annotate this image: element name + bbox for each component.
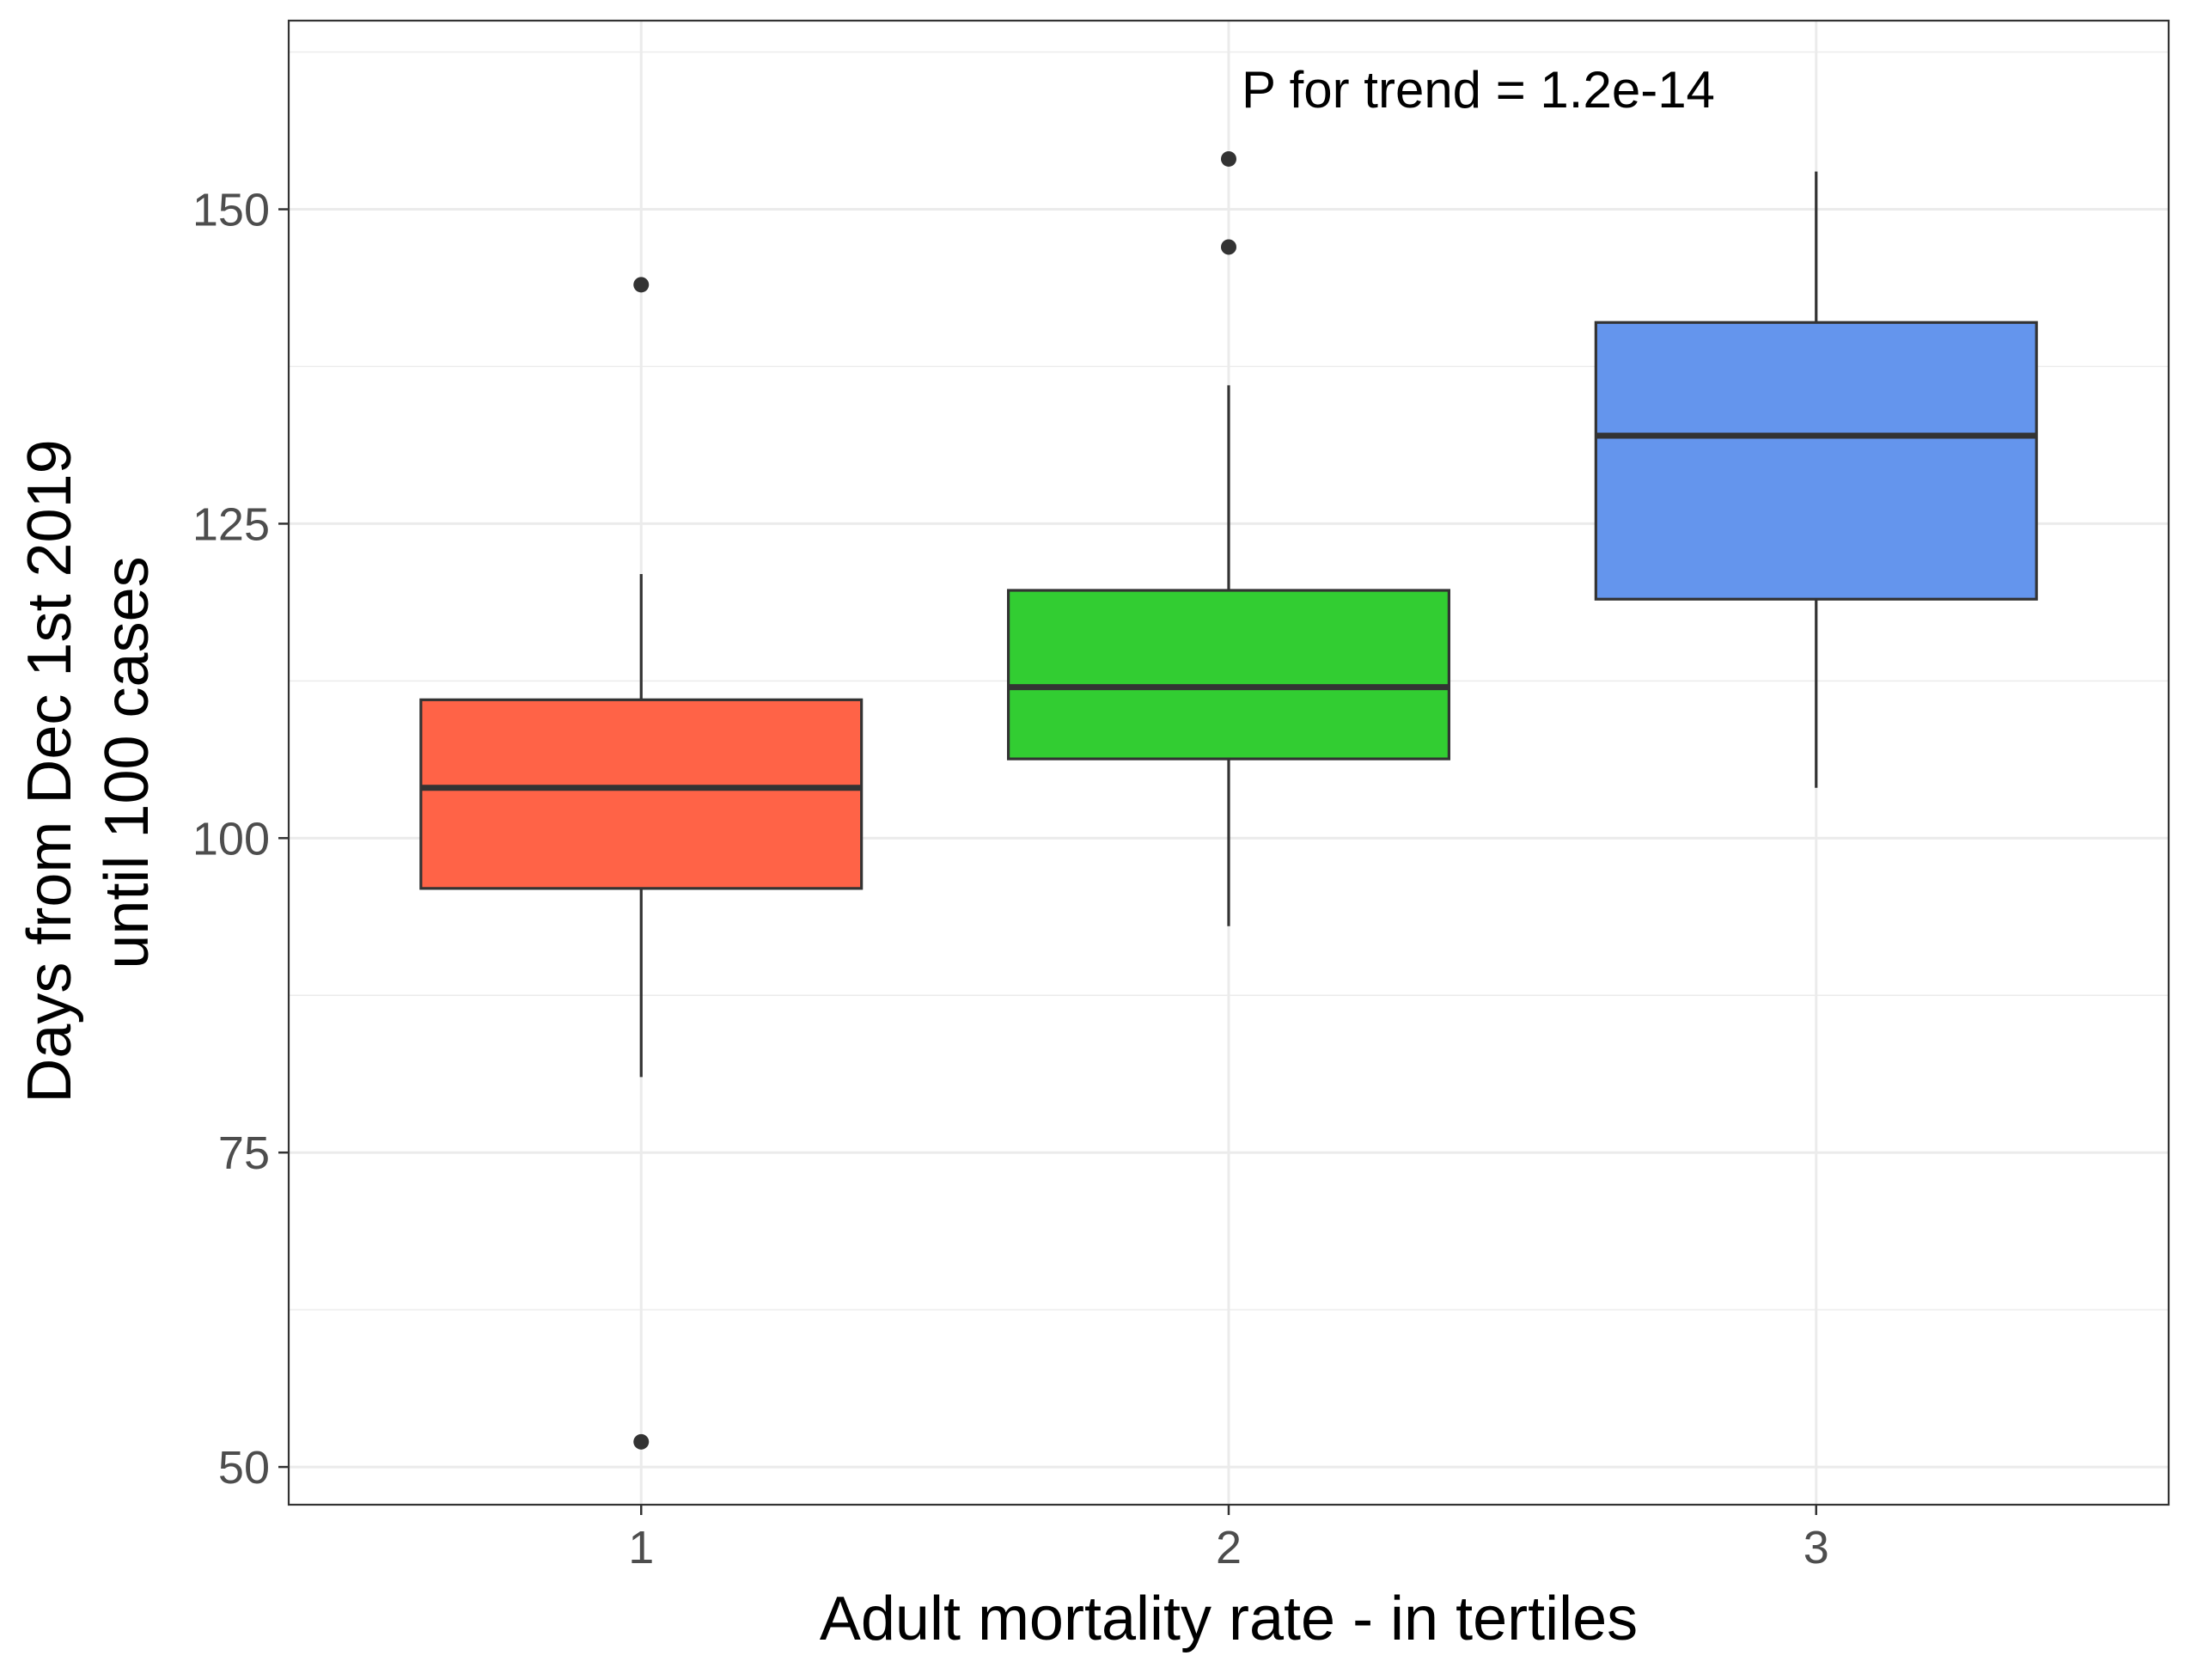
- y-tick-label: 50: [218, 1442, 270, 1494]
- box-group-3: [1594, 171, 2038, 788]
- outlier-point: [1221, 239, 1236, 255]
- x-tick-label: 1: [628, 1522, 654, 1573]
- box-2: [1006, 589, 1451, 761]
- outlier-point: [1221, 150, 1236, 167]
- box-1: [419, 698, 864, 890]
- x-axis-title: Adult mortality rate - in tertiles: [820, 1585, 1638, 1653]
- y-tick-label: 150: [192, 185, 270, 236]
- y-tick-label: 100: [192, 813, 270, 864]
- box-group-1: [419, 277, 864, 1450]
- box-group-2: [1006, 150, 1451, 926]
- y-axis-title: Days from Dec 1st 2019 until 100 cases: [15, 422, 162, 1103]
- outlier-point: [633, 277, 650, 293]
- outlier-point: [633, 1433, 650, 1450]
- box-3: [1594, 321, 2038, 601]
- y-tick-label: 75: [218, 1127, 270, 1179]
- tick-layer: 50 75 100 125 150 1 2 3: [192, 185, 1829, 1573]
- y-axis-title-line-1: Days from Dec 1st 2019: [15, 439, 84, 1103]
- p-trend-annotation: P for trend = 1.2e-14: [1242, 61, 1715, 119]
- y-axis-title-line-2: until 100 cases: [93, 556, 162, 968]
- x-tick-label: 2: [1216, 1522, 1242, 1573]
- box-layer: [419, 150, 2038, 1450]
- x-tick-label: 3: [1803, 1522, 1829, 1573]
- y-tick-label: 125: [192, 498, 270, 550]
